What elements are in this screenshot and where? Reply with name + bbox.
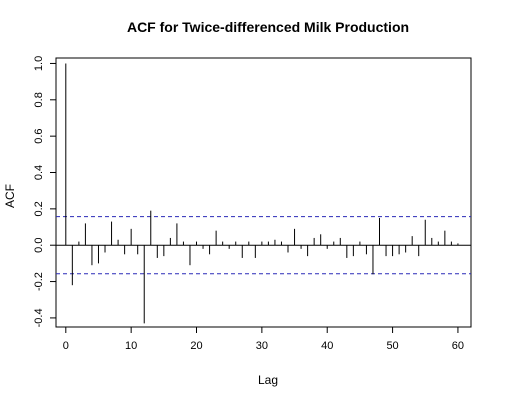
y-tick-label: 0.4 <box>33 165 45 180</box>
y-axis-title: ACF <box>3 184 17 208</box>
x-tick-label: 40 <box>321 340 333 352</box>
plot-area: 0 10 20 30 40 50 60 -0.4 -0.2 0.0 0.2 0.4 0.6 0.8 1.0 <box>33 56 472 352</box>
y-axis: -0.4 -0.2 0.0 0.2 0.4 0.6 0.8 1.0 <box>33 56 56 327</box>
x-axis: 0 10 20 30 40 50 60 <box>63 327 464 352</box>
x-tick-label: 0 <box>63 340 69 352</box>
acf-bars <box>65 63 459 324</box>
plot-frame <box>55 57 472 328</box>
x-tick-label: 60 <box>452 340 464 352</box>
x-tick-label: 10 <box>125 340 137 352</box>
y-tick-label: 0.6 <box>33 129 45 144</box>
x-tick-label: 50 <box>386 340 398 352</box>
y-tick-label: 0.0 <box>33 238 45 253</box>
y-tick-label: 0.2 <box>33 201 45 216</box>
y-tick-label: -0.4 <box>33 308 45 327</box>
y-tick-label: -0.2 <box>33 272 45 291</box>
chart-title: ACF for Twice-differenced Milk Productio… <box>127 19 409 35</box>
y-tick-label: 1.0 <box>33 56 45 71</box>
x-tick-label: 30 <box>256 340 268 352</box>
y-tick-label: 0.8 <box>33 92 45 107</box>
x-axis-title: Lag <box>258 373 278 387</box>
x-tick-label: 20 <box>190 340 202 352</box>
